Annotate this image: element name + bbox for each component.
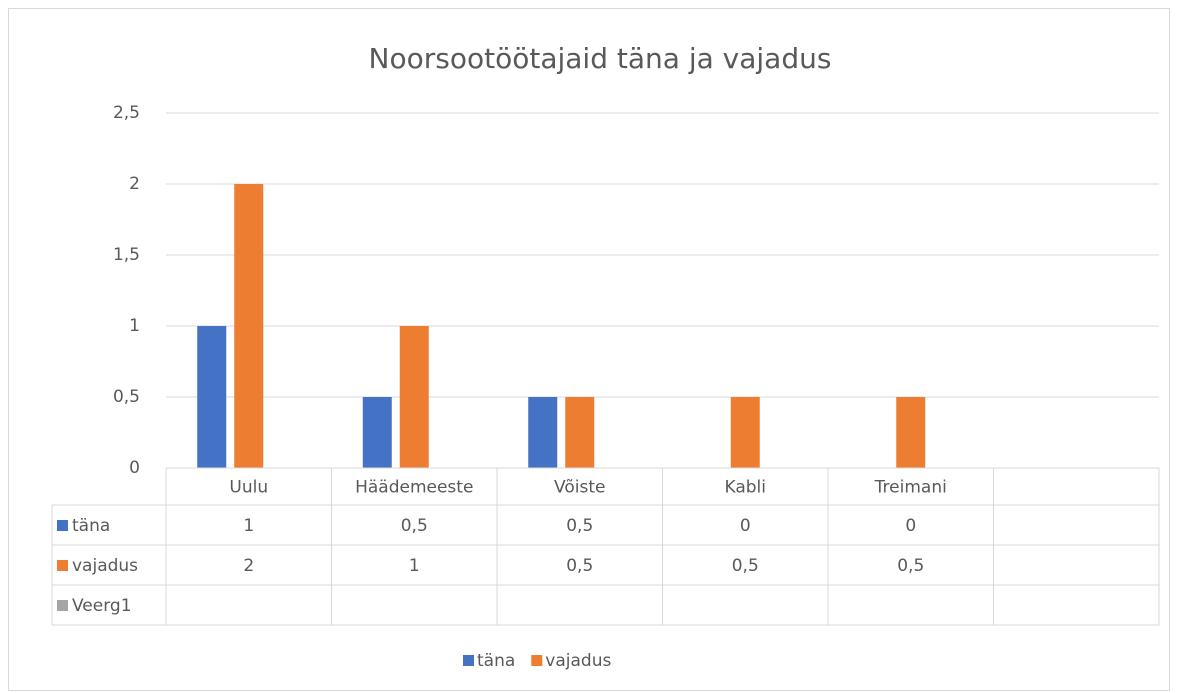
table-value: 2 [243,556,254,576]
table-value: 0,5 [566,516,593,536]
table-series-name: vajadus [72,556,138,576]
y-tick-label: 2 [129,174,140,194]
table-value: 0 [740,516,751,536]
table-value: 1 [243,516,254,536]
legend-label: täna [477,651,515,671]
x-tick-label: Häädemeeste [355,478,473,498]
bar [896,397,926,468]
table-value: 0 [905,516,916,536]
y-tick-label: 1,5 [113,245,140,265]
bar [197,326,227,468]
y-tick-label: 1 [129,316,140,336]
y-tick-label: 0,5 [113,387,140,407]
legend-label: vajadus [545,651,611,671]
table-value: 1 [409,556,420,576]
bar [362,397,392,468]
x-tick-label: Treimani [874,478,947,498]
table-value: 0,5 [401,516,428,536]
table-legend-key [57,600,68,611]
y-tick-label: 2,5 [113,103,140,123]
table-value: 0,5 [732,556,759,576]
table-value: 0,5 [566,556,593,576]
table-legend-key [57,520,68,531]
x-tick-label: Uulu [229,478,268,498]
bar [565,397,595,468]
bar [528,397,558,468]
x-tick-label: Kabli [724,478,766,498]
chart-title: Noorsootöötajaid täna ja vajadus [369,42,832,75]
table-value: 0,5 [897,556,924,576]
legend-key [531,655,543,666]
chart-frame [8,8,1170,691]
x-tick-label: Võiste [554,478,605,498]
bar [399,326,429,468]
table-series-name: täna [72,516,110,536]
bar [730,397,760,468]
table-legend-key [57,560,68,571]
bar [234,184,264,468]
y-tick-label: 0 [129,458,140,478]
legend-key [463,655,474,666]
table-series-name: Veerg1 [72,596,132,616]
